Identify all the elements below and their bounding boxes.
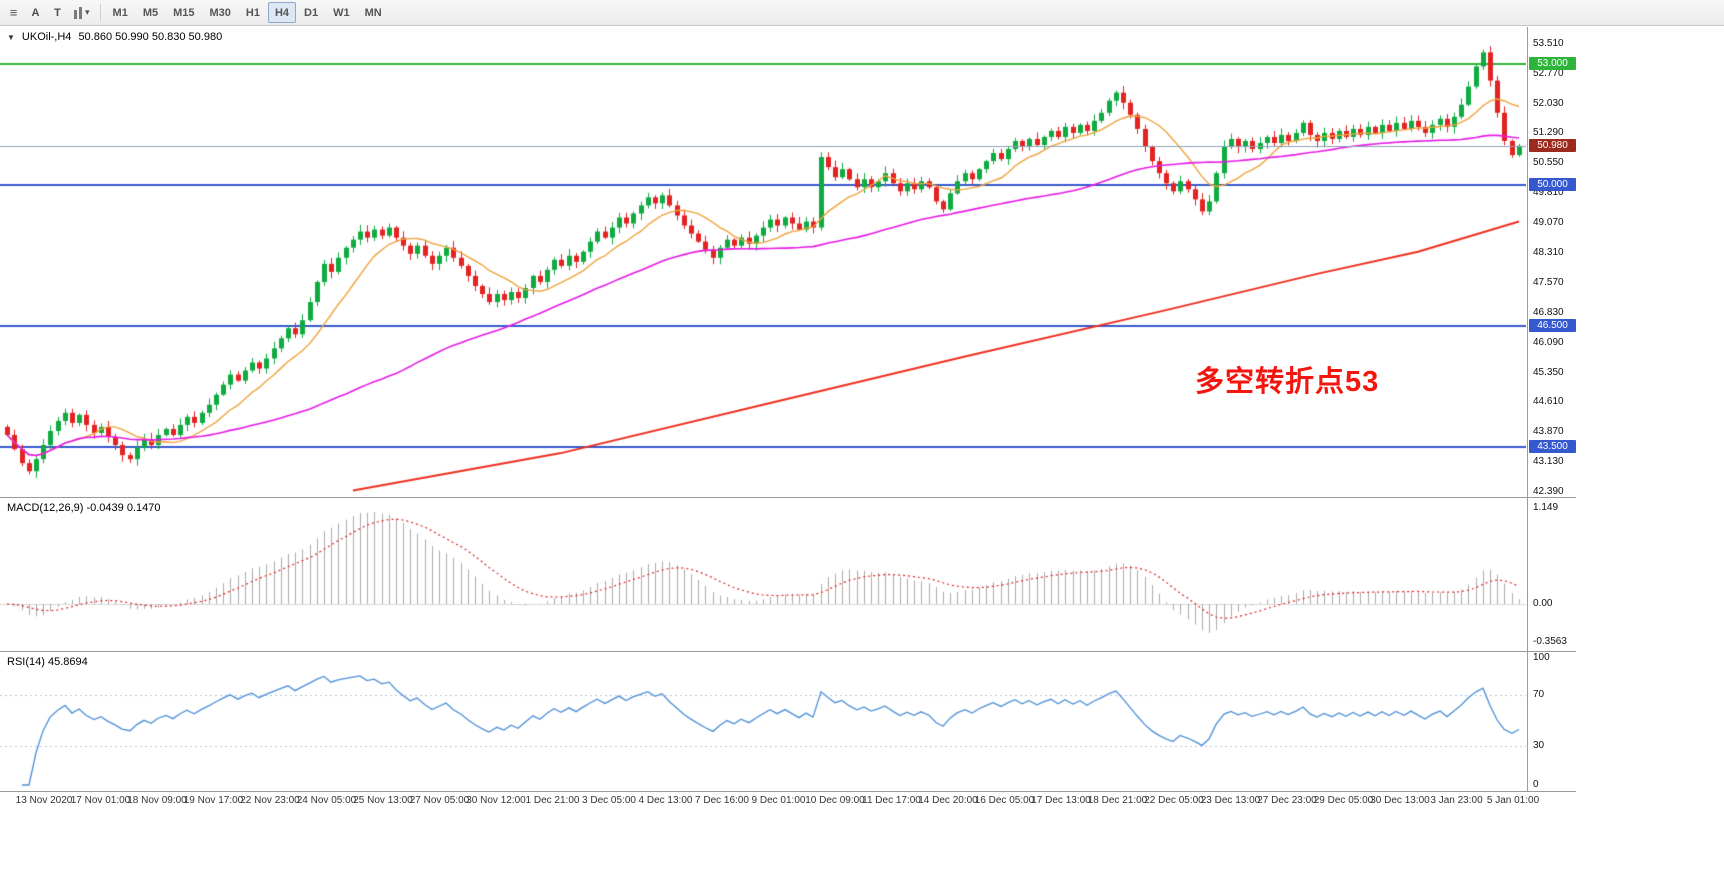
ohlc-values: 50.860 50.990 50.830 50.980 — [78, 31, 223, 43]
time-tick-label: 30 Nov 12:00 — [466, 795, 526, 806]
price-tick-label: 47.570 — [1533, 277, 1564, 288]
time-tick-label: 10 Dec 09:00 — [805, 795, 865, 806]
chart-header: ▼ UKOil-,H4 50.860 50.990 50.830 50.980 — [7, 31, 222, 43]
cursor-tool-a-button[interactable]: A — [31, 6, 40, 19]
time-tick-label: 1 Dec 21:00 — [525, 795, 580, 806]
time-tick-label: 27 Nov 05:00 — [409, 795, 470, 806]
time-tick-label: 13 Nov 2020 — [15, 795, 73, 806]
price-tick-label: 49.070 — [1533, 217, 1564, 228]
price-tick-label: 53.510 — [1533, 38, 1564, 49]
current-price-badge: 50.980 — [1529, 139, 1576, 152]
timeframe-m30-button[interactable]: M30 — [209, 6, 231, 19]
price-axis-separator — [1527, 27, 1528, 791]
timeframe-group: M1 M5 M15 M30 H1 H4 D1 W1 MN — [106, 2, 389, 23]
time-tick-label: 24 Nov 05:00 — [296, 795, 357, 806]
macd-canvas[interactable] — [0, 498, 1526, 651]
time-tick-label: 17 Dec 13:00 — [1031, 795, 1091, 806]
time-tick-label: 4 Dec 13:00 — [638, 795, 693, 806]
macd-label: MACD(12,26,9) -0.0439 0.1470 — [7, 502, 161, 514]
timeframe-m15-button[interactable]: M15 — [173, 6, 195, 19]
price-tick-label: 42.390 — [1533, 486, 1564, 497]
symbol-title: UKOil-,H4 — [21, 31, 72, 43]
price-tick-label: 51.290 — [1533, 127, 1564, 138]
rsi-tick-label: 100 — [1533, 652, 1550, 663]
annotation-text[interactable]: 多空转折点53 — [1195, 366, 1380, 398]
time-tick-label: 18 Nov 09:00 — [127, 795, 187, 806]
time-tick-label: 17 Nov 01:00 — [70, 795, 131, 806]
price-level-badge: 53.000 — [1529, 57, 1576, 70]
panel-divider[interactable] — [0, 651, 1576, 652]
price-tick-label: 43.130 — [1533, 456, 1564, 467]
price-tick-label: 52.770 — [1533, 68, 1564, 79]
time-tick-label: 22 Nov 23:00 — [240, 795, 300, 806]
time-tick-label: 18 Dec 21:00 — [1087, 795, 1148, 806]
price-tick-label: 48.310 — [1533, 247, 1564, 258]
time-tick-label: 5 Jan 01:00 — [1486, 795, 1540, 806]
text-tool-button[interactable]: T — [54, 6, 61, 19]
time-tick-label: 25 Nov 13:00 — [353, 795, 413, 806]
price-tick-label: 49.810 — [1533, 187, 1564, 198]
macd-tick-label: 0.00 — [1533, 598, 1553, 609]
time-tick-label: 11 Dec 17:00 — [862, 795, 921, 806]
bar-style-button[interactable]: ▾ — [69, 2, 95, 23]
timeframe-h1-button[interactable]: H1 — [245, 6, 260, 19]
price-tick-label: 44.610 — [1533, 396, 1564, 407]
time-tick-label: 23 Dec 13:00 — [1200, 795, 1261, 806]
time-tick-label: 30 Dec 13:00 — [1370, 795, 1430, 806]
price-tick-label: 43.870 — [1533, 426, 1564, 437]
price-tick-label: 46.090 — [1533, 337, 1564, 348]
price-level-badge: 43.500 — [1529, 440, 1576, 453]
price-level-badge: 46.500 — [1529, 319, 1576, 332]
rsi-tick-label: 30 — [1533, 740, 1545, 751]
price-tick-label: 52.030 — [1533, 98, 1564, 109]
price-axis[interactable]: 53.510 52.770 52.030 51.290 50.550 49.810 49.0… — [1528, 27, 1598, 497]
macd-axis[interactable]: 1.149 0.00 -0.3563 — [1528, 498, 1598, 651]
chevron-down-icon: ▾ — [85, 7, 90, 17]
time-tick-label: 22 Dec 05:00 — [1144, 795, 1204, 806]
panel-divider — [0, 791, 1576, 792]
time-tick-label: 16 Dec 05:00 — [974, 795, 1035, 806]
toolbar-separator — [99, 4, 101, 21]
time-tick-label: 7 Dec 16:00 — [695, 795, 749, 806]
time-tick-label: 27 Dec 23:00 — [1257, 795, 1317, 806]
time-tick-label: 3 Dec 05:00 — [582, 795, 636, 806]
macd-tick-label: -0.3563 — [1533, 636, 1567, 647]
macd-tick-label: 1.149 — [1533, 502, 1559, 513]
price-level-badge: 50.000 — [1529, 178, 1576, 191]
timeframe-m1-button[interactable]: M1 — [112, 6, 128, 19]
timeframe-h4-button[interactable]: H4 — [267, 2, 297, 23]
timeframe-m5-button[interactable]: M5 — [142, 6, 159, 19]
toolbar: ≡ A T ▾ M1 M5 M15 M30 H1 H4 D1 W1 MN — [0, 0, 1724, 26]
time-tick-label: 9 Dec 01:00 — [751, 795, 806, 806]
main-chart-canvas[interactable] — [0, 27, 1526, 497]
price-tick-label: 45.350 — [1533, 367, 1564, 378]
time-tick-label: 29 Dec 05:00 — [1313, 795, 1374, 806]
one-click-trading-arrow-icon[interactable]: ▼ — [7, 32, 15, 42]
candlestick-icon — [74, 6, 82, 19]
rsi-axis[interactable]: 100 70 30 0 — [1528, 652, 1598, 790]
time-tick-label: 3 Jan 23:00 — [1430, 795, 1483, 806]
quotes-grid-icon: ≡ — [9, 5, 18, 20]
time-tick-label: 14 Dec 20:00 — [918, 795, 978, 806]
time-axis[interactable]: 13 Nov 2020 17 Nov 01:00 18 Nov 09:00 19 No… — [0, 793, 1576, 810]
timeframe-d1-button[interactable]: D1 — [304, 6, 319, 19]
timeframe-mn-button[interactable]: MN — [364, 6, 382, 19]
price-tick-label: 50.550 — [1533, 157, 1564, 168]
market-watch-button[interactable]: ≡ — [3, 2, 24, 23]
panel-divider[interactable] — [0, 497, 1576, 498]
rsi-tick-label: 0 — [1533, 779, 1539, 790]
rsi-label: RSI(14) 45.8694 — [7, 656, 88, 668]
price-tick-label: 46.830 — [1533, 307, 1564, 318]
rsi-tick-label: 70 — [1533, 689, 1545, 700]
rsi-canvas[interactable] — [0, 652, 1526, 790]
timeframe-w1-button[interactable]: W1 — [333, 6, 350, 19]
time-tick-label: 19 Nov 17:00 — [183, 795, 244, 806]
